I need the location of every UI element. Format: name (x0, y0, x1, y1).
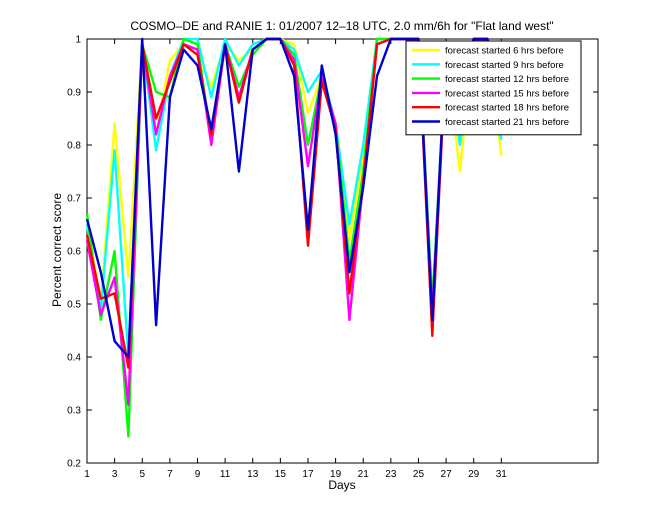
x-tick-label: 13 (247, 469, 259, 480)
legend-label: forecast started 15 hrs before (445, 88, 569, 99)
x-tick-label: 3 (112, 469, 118, 480)
x-axis-label: Days (328, 478, 355, 492)
plot-area: 1 3 5 7 9 11 13 15 17 19 21 23 25 27 29 310.20.30.40.50… (67, 35, 599, 480)
y-tick-label: 0.6 (67, 247, 81, 258)
legend: forecast started 6 hrs before forecast st… (405, 40, 582, 136)
legend-label: forecast started 9 hrs before (445, 60, 564, 71)
x-tick-label: 25 (413, 469, 425, 480)
x-tick-label: 9 (195, 469, 201, 480)
y-tick-label: 0.9 (67, 88, 81, 99)
legend-label: forecast started 12 hrs before (445, 74, 569, 85)
y-tick-label: 1 (75, 35, 81, 46)
chart-title: COSMO–DE and RANIE 1: 01/2007 12–18 UTC,… (130, 19, 553, 33)
y-tick-label: 0.3 (67, 406, 81, 417)
legend-label: forecast started 6 hrs before (445, 46, 564, 57)
x-tick-label: 27 (441, 469, 453, 480)
x-tick-label: 17 (302, 469, 314, 480)
legend-label: forecast started 18 hrs before (445, 103, 569, 114)
y-tick-label: 0.5 (67, 300, 81, 311)
legend-label: forecast started 21 hrs before (445, 117, 569, 128)
y-tick-label: 0.8 (67, 141, 81, 152)
legend-box (405, 40, 582, 136)
x-tick-label: 5 (139, 469, 145, 480)
x-tick-label: 23 (385, 469, 397, 480)
y-tick-label: 0.2 (67, 459, 81, 470)
y-axis-label: Percent correct score (50, 193, 64, 307)
y-tick-label: 0.7 (67, 194, 81, 205)
x-tick-label: 11 (220, 469, 231, 480)
x-tick-label: 21 (358, 469, 370, 480)
x-tick-label: 31 (496, 469, 508, 480)
y-tick-label: 0.4 (67, 353, 81, 364)
series-line-5 (85, 37, 503, 369)
x-tick-label: 15 (275, 469, 287, 480)
x-tick-label: 19 (330, 469, 342, 480)
series-line-6 (85, 37, 503, 359)
x-tick-label: 1 (84, 469, 90, 480)
x-tick-label: 29 (468, 469, 480, 480)
x-tick-label: 7 (167, 469, 173, 480)
